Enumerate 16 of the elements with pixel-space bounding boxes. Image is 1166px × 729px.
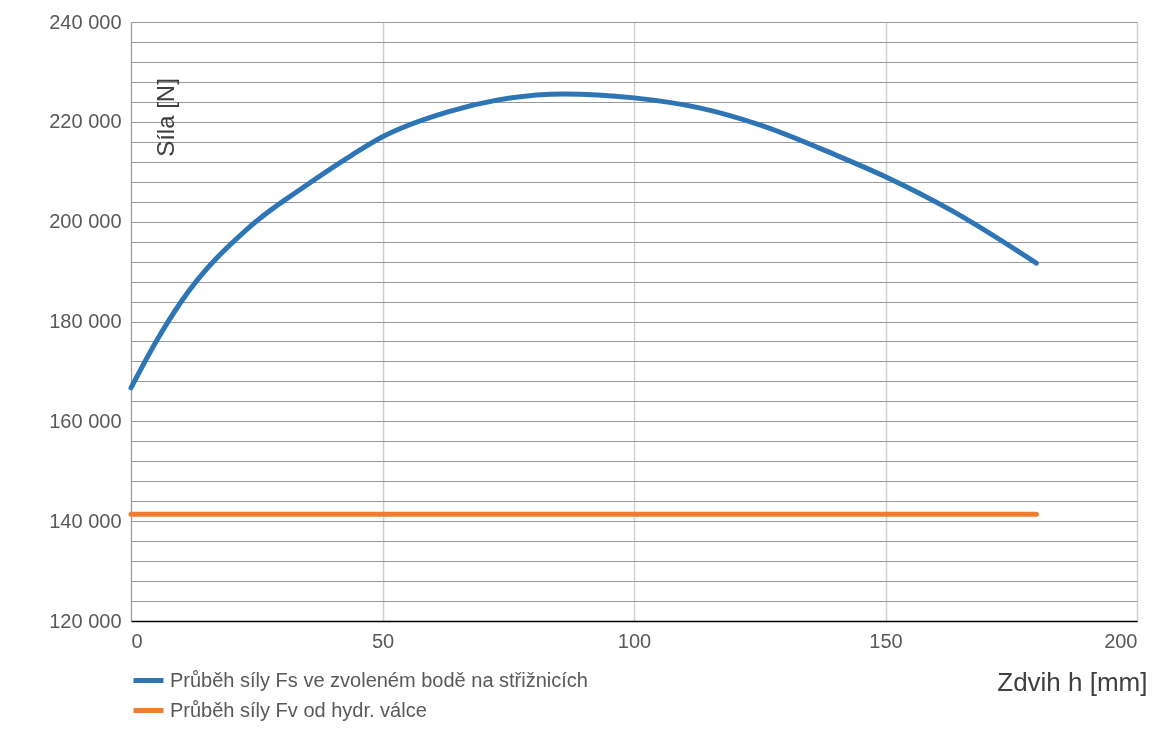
y-tick-label: 140 000 [49, 509, 122, 532]
y-axis-title: Síla [N] [151, 78, 179, 157]
legend-label: Průběh síly Fs ve zvoleném bodě na střižnicích [170, 668, 588, 691]
y-tick-label: 220 000 [49, 110, 122, 133]
x-axis-title: Zdvih h [mm] [997, 666, 1148, 697]
y-tick-label: 160 000 [49, 409, 122, 432]
legend-label: Průběh síly Fv od hydr. válce [170, 698, 427, 721]
x-tick-label: 150 [869, 629, 903, 652]
x-tick-label: 100 [617, 629, 652, 652]
x-tick-label: 0 [131, 629, 143, 652]
y-tick-label: 200 000 [49, 210, 122, 233]
y-tick-label: 240 000 [49, 10, 122, 33]
y-tick-label: 120 000 [49, 609, 122, 632]
x-tick-label: 200 [1104, 629, 1138, 652]
x-tick-label: 50 [371, 629, 395, 652]
y-tick-label: 180 000 [49, 310, 122, 332]
